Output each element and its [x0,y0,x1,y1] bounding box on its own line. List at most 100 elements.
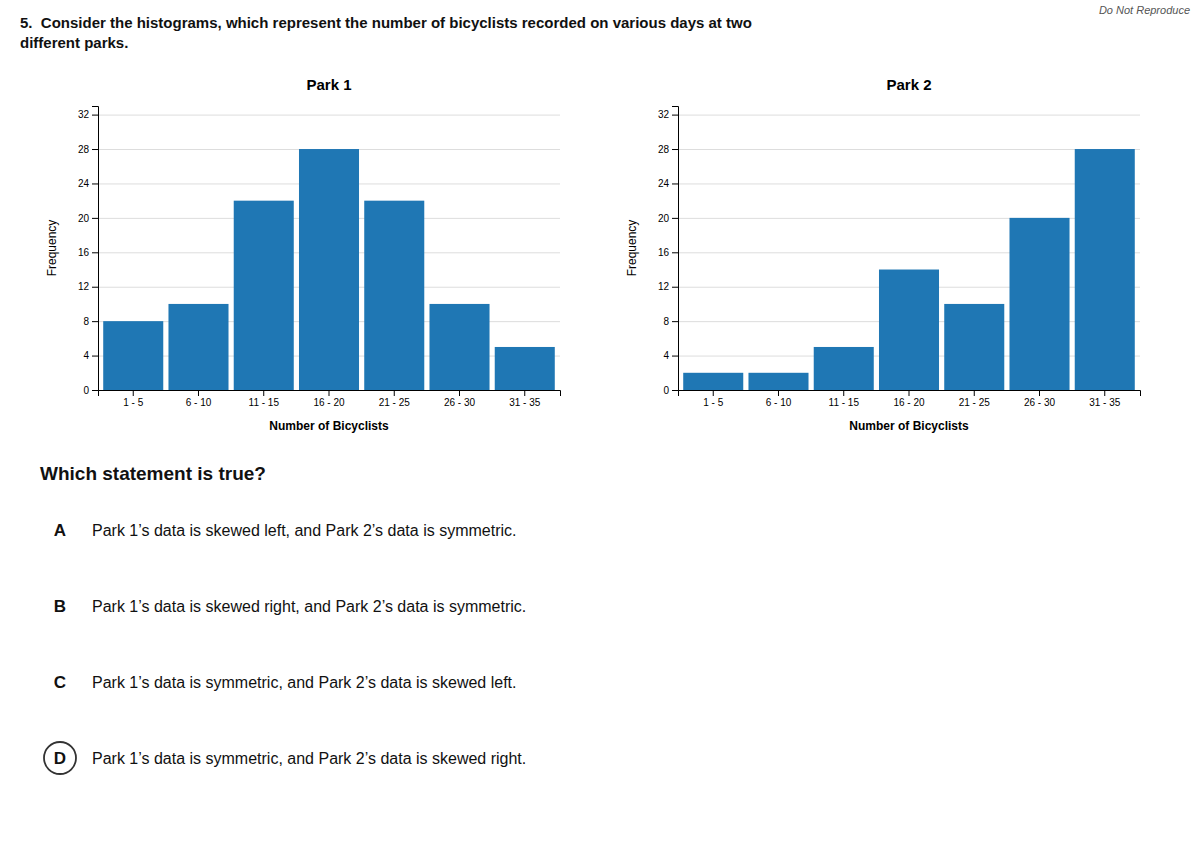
y-tick-mark [92,115,98,116]
y-tick-label: 24 [658,178,670,189]
y-tick: 8 [83,316,98,327]
y-tick: 8 [663,316,678,327]
x-tick-mark [778,390,779,396]
heading-line: 5. Consider the histograms, which repres… [20,14,752,31]
y-tick-label: 24 [78,178,90,189]
x-axis-title: Number of Bicyclists [849,419,969,433]
y-tick: 16 [658,247,678,258]
chart-title: Park 2 [886,76,931,93]
x-tick: 1 - 5 [703,390,723,408]
y-tick-label: 32 [78,109,90,120]
answer-circle [44,742,76,774]
grid-tick [678,183,1140,184]
y-axis-title: Frequency [625,220,639,277]
grid-line [678,218,1140,219]
x-tick: 26 - 30 [1024,390,1056,408]
y-axis: 048121620242832 [78,107,99,396]
bar [683,373,743,390]
x-tick: 16 - 20 [893,390,925,408]
x-axis-title: Number of Bicyclists [269,419,389,433]
plot-area: 0481216202428321 - 56 - 1011 - 1516 - 20… [658,107,1141,409]
plot-area: 0481216202428321 - 56 - 1011 - 1516 - 20… [78,107,561,409]
x-tick-label: 11 - 15 [249,397,280,408]
y-tick: 32 [658,109,678,120]
grid-tick [678,149,1140,150]
y-tick: 24 [78,178,98,189]
page-svg: 5. Consider the histograms, which repres… [0,0,1204,850]
y-tick-label: 0 [663,385,669,396]
y-axis-line [92,107,99,391]
x-tick-mark [198,390,199,396]
bar [1009,218,1069,390]
bar [748,373,808,390]
y-tick-label: 0 [83,385,89,396]
y-axis-line [672,107,679,391]
y-tick-mark [672,218,678,219]
option-text: Park 1’s data is symmetric, and Park 2’s… [92,750,526,767]
grid-line [678,252,1140,253]
bars [103,149,555,390]
y-tick: 0 [663,385,678,396]
chart-panel: Park 20481216202428321 - 56 - 1011 - 151… [625,76,1141,433]
x-tick: 31 - 35 [1089,390,1121,408]
x-tick-label: 6 - 10 [186,397,212,408]
bar [234,201,294,390]
grid-tick [98,115,560,116]
y-tick-mark [92,287,98,288]
y-tick: 4 [83,350,98,361]
y-tick-mark [92,183,98,184]
bar [495,347,555,390]
option-text: Park 1’s data is skewed right, and Park … [92,598,526,615]
y-tick-mark [672,390,678,391]
y-tick-mark [672,183,678,184]
y-tick: 4 [663,350,678,361]
y-tick-label: 8 [83,316,89,327]
y-tick: 24 [658,178,678,189]
y-tick-mark [92,218,98,219]
y-tick-mark [672,252,678,253]
grid-line [678,183,1140,184]
y-tick-label: 28 [78,144,90,155]
y-tick-label: 4 [663,350,669,361]
y-tick-mark [92,321,98,322]
x-tick-label: 26 - 30 [1024,397,1056,408]
x-tick-mark [133,390,134,396]
y-tick: 28 [78,144,98,155]
y-tick: 32 [78,109,98,120]
y-tick: 0 [83,385,98,396]
x-tick-label: 11 - 15 [829,397,860,408]
grid-tick [678,115,1140,116]
y-tick-mark [92,149,98,150]
x-axis-line [99,391,561,397]
option-letter: C [54,673,66,692]
y-tick-label: 16 [658,247,670,258]
x-tick-mark [1104,390,1105,396]
y-tick-label: 28 [658,144,670,155]
bar [429,304,489,390]
y-tick: 20 [78,213,98,224]
x-tick-label: 31 - 35 [509,397,541,408]
x-axis-line [679,391,1141,397]
x-tick: 16 - 20 [313,390,345,408]
x-tick-mark [329,390,330,396]
bar [103,321,163,390]
bar [364,201,424,390]
bar [944,304,1004,390]
y-axis-title: Frequency [45,220,59,277]
x-tick: 6 - 10 [766,390,792,408]
y-tick-mark [92,356,98,357]
grid-tick [678,252,1140,253]
x-tick-mark [524,390,525,396]
y-tick-mark [672,115,678,116]
y-tick-label: 12 [78,281,90,292]
y-tick: 12 [78,281,98,292]
y-tick-label: 12 [658,281,670,292]
chart-panel: Park 10481216202428321 - 56 - 1011 - 151… [45,76,561,433]
x-tick-label: 16 - 20 [893,397,925,408]
x-tick-mark [909,390,910,396]
bar [168,304,228,390]
chart-title: Park 1 [306,76,351,93]
x-tick-mark [1039,390,1040,396]
bar [299,149,359,390]
x-tick-label: 26 - 30 [444,397,476,408]
